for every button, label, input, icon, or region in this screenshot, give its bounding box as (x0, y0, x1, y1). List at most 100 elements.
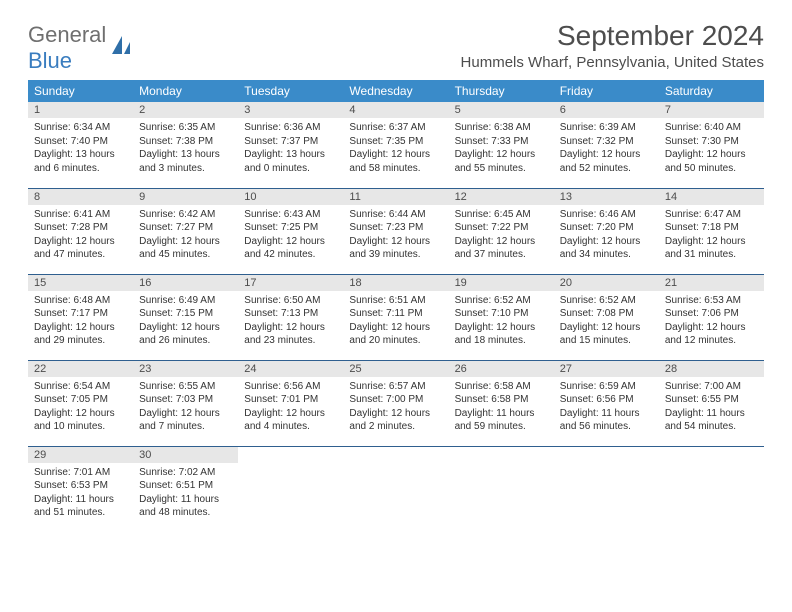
logo-word-blue: Blue (28, 48, 72, 73)
daylight-text: Daylight: 12 hours and 58 minutes. (349, 148, 442, 175)
calendar-cell: 26Sunrise: 6:58 AMSunset: 6:58 PMDayligh… (449, 360, 554, 446)
sunrise-text: Sunrise: 6:47 AM (665, 208, 758, 222)
calendar-cell: 24Sunrise: 6:56 AMSunset: 7:01 PMDayligh… (238, 360, 343, 446)
sunset-text: Sunset: 7:27 PM (139, 221, 232, 235)
sail-icon (108, 34, 134, 63)
sunset-text: Sunset: 7:32 PM (560, 135, 653, 149)
calendar-cell: 29Sunrise: 7:01 AMSunset: 6:53 PMDayligh… (28, 446, 133, 532)
sunrise-text: Sunrise: 6:43 AM (244, 208, 337, 222)
day-body: Sunrise: 6:55 AMSunset: 7:03 PMDaylight:… (133, 377, 238, 438)
daylight-text: Daylight: 12 hours and 23 minutes. (244, 321, 337, 348)
daylight-text: Daylight: 11 hours and 51 minutes. (34, 493, 127, 520)
sunset-text: Sunset: 6:58 PM (455, 393, 548, 407)
weekday-header: Sunday (28, 80, 133, 102)
calendar-cell: 18Sunrise: 6:51 AMSunset: 7:11 PMDayligh… (343, 274, 448, 360)
day-number: 19 (449, 275, 554, 291)
daylight-text: Daylight: 12 hours and 2 minutes. (349, 407, 442, 434)
sunrise-text: Sunrise: 6:54 AM (34, 380, 127, 394)
calendar-cell (554, 446, 659, 532)
sunrise-text: Sunrise: 6:35 AM (139, 121, 232, 135)
sunrise-text: Sunrise: 6:40 AM (665, 121, 758, 135)
day-number: 1 (28, 102, 133, 118)
calendar-cell: 5Sunrise: 6:38 AMSunset: 7:33 PMDaylight… (449, 102, 554, 188)
daylight-text: Daylight: 11 hours and 56 minutes. (560, 407, 653, 434)
calendar-cell: 13Sunrise: 6:46 AMSunset: 7:20 PMDayligh… (554, 188, 659, 274)
calendar-cell: 27Sunrise: 6:59 AMSunset: 6:56 PMDayligh… (554, 360, 659, 446)
day-body: Sunrise: 6:36 AMSunset: 7:37 PMDaylight:… (238, 118, 343, 179)
day-number: 21 (659, 275, 764, 291)
sunset-text: Sunset: 7:03 PM (139, 393, 232, 407)
title-block: September 2024 Hummels Wharf, Pennsylvan… (461, 20, 764, 71)
day-body: Sunrise: 6:52 AMSunset: 7:08 PMDaylight:… (554, 291, 659, 352)
sunset-text: Sunset: 7:11 PM (349, 307, 442, 321)
day-number: 25 (343, 361, 448, 377)
daylight-text: Daylight: 13 hours and 3 minutes. (139, 148, 232, 175)
calendar-cell: 14Sunrise: 6:47 AMSunset: 7:18 PMDayligh… (659, 188, 764, 274)
calendar-cell: 28Sunrise: 7:00 AMSunset: 6:55 PMDayligh… (659, 360, 764, 446)
weekday-header-row: Sunday Monday Tuesday Wednesday Thursday… (28, 80, 764, 102)
sunset-text: Sunset: 7:10 PM (455, 307, 548, 321)
sunrise-text: Sunrise: 6:55 AM (139, 380, 232, 394)
sunset-text: Sunset: 6:51 PM (139, 479, 232, 493)
day-number: 10 (238, 189, 343, 205)
daylight-text: Daylight: 12 hours and 52 minutes. (560, 148, 653, 175)
calendar-cell: 25Sunrise: 6:57 AMSunset: 7:00 PMDayligh… (343, 360, 448, 446)
calendar-cell: 19Sunrise: 6:52 AMSunset: 7:10 PMDayligh… (449, 274, 554, 360)
sunset-text: Sunset: 7:23 PM (349, 221, 442, 235)
weekday-header: Friday (554, 80, 659, 102)
daylight-text: Daylight: 12 hours and 34 minutes. (560, 235, 653, 262)
calendar-cell (238, 446, 343, 532)
weekday-header: Thursday (449, 80, 554, 102)
sunrise-text: Sunrise: 6:50 AM (244, 294, 337, 308)
sunrise-text: Sunrise: 6:36 AM (244, 121, 337, 135)
daylight-text: Daylight: 12 hours and 55 minutes. (455, 148, 548, 175)
calendar-cell: 30Sunrise: 7:02 AMSunset: 6:51 PMDayligh… (133, 446, 238, 532)
day-number: 12 (449, 189, 554, 205)
day-body: Sunrise: 6:44 AMSunset: 7:23 PMDaylight:… (343, 205, 448, 266)
day-body: Sunrise: 6:58 AMSunset: 6:58 PMDaylight:… (449, 377, 554, 438)
daylight-text: Daylight: 12 hours and 47 minutes. (34, 235, 127, 262)
calendar-table: Sunday Monday Tuesday Wednesday Thursday… (28, 80, 764, 532)
weekday-header: Tuesday (238, 80, 343, 102)
sunset-text: Sunset: 7:37 PM (244, 135, 337, 149)
sunset-text: Sunset: 7:20 PM (560, 221, 653, 235)
day-body: Sunrise: 6:53 AMSunset: 7:06 PMDaylight:… (659, 291, 764, 352)
weekday-header: Wednesday (343, 80, 448, 102)
day-number: 3 (238, 102, 343, 118)
sunset-text: Sunset: 6:55 PM (665, 393, 758, 407)
day-body: Sunrise: 6:56 AMSunset: 7:01 PMDaylight:… (238, 377, 343, 438)
calendar-cell: 15Sunrise: 6:48 AMSunset: 7:17 PMDayligh… (28, 274, 133, 360)
sunrise-text: Sunrise: 6:46 AM (560, 208, 653, 222)
day-number: 17 (238, 275, 343, 291)
sunset-text: Sunset: 7:18 PM (665, 221, 758, 235)
day-number: 8 (28, 189, 133, 205)
day-body: Sunrise: 7:00 AMSunset: 6:55 PMDaylight:… (659, 377, 764, 438)
day-body: Sunrise: 6:39 AMSunset: 7:32 PMDaylight:… (554, 118, 659, 179)
calendar-cell: 6Sunrise: 6:39 AMSunset: 7:32 PMDaylight… (554, 102, 659, 188)
daylight-text: Daylight: 12 hours and 26 minutes. (139, 321, 232, 348)
calendar-cell: 8Sunrise: 6:41 AMSunset: 7:28 PMDaylight… (28, 188, 133, 274)
sunset-text: Sunset: 7:17 PM (34, 307, 127, 321)
sunset-text: Sunset: 7:40 PM (34, 135, 127, 149)
sunrise-text: Sunrise: 6:51 AM (349, 294, 442, 308)
calendar-cell: 7Sunrise: 6:40 AMSunset: 7:30 PMDaylight… (659, 102, 764, 188)
day-body: Sunrise: 7:02 AMSunset: 6:51 PMDaylight:… (133, 463, 238, 524)
month-title: September 2024 (461, 20, 764, 52)
daylight-text: Daylight: 11 hours and 59 minutes. (455, 407, 548, 434)
sunset-text: Sunset: 7:25 PM (244, 221, 337, 235)
calendar-cell: 16Sunrise: 6:49 AMSunset: 7:15 PMDayligh… (133, 274, 238, 360)
day-body: Sunrise: 6:45 AMSunset: 7:22 PMDaylight:… (449, 205, 554, 266)
daylight-text: Daylight: 13 hours and 6 minutes. (34, 148, 127, 175)
sunrise-text: Sunrise: 6:41 AM (34, 208, 127, 222)
sunset-text: Sunset: 7:13 PM (244, 307, 337, 321)
sunset-text: Sunset: 7:33 PM (455, 135, 548, 149)
day-number: 23 (133, 361, 238, 377)
day-body: Sunrise: 6:40 AMSunset: 7:30 PMDaylight:… (659, 118, 764, 179)
day-number: 20 (554, 275, 659, 291)
sunrise-text: Sunrise: 6:56 AM (244, 380, 337, 394)
day-body: Sunrise: 6:52 AMSunset: 7:10 PMDaylight:… (449, 291, 554, 352)
sunset-text: Sunset: 7:30 PM (665, 135, 758, 149)
logo: General Blue (28, 20, 134, 74)
calendar-row: 29Sunrise: 7:01 AMSunset: 6:53 PMDayligh… (28, 446, 764, 532)
sunrise-text: Sunrise: 6:53 AM (665, 294, 758, 308)
